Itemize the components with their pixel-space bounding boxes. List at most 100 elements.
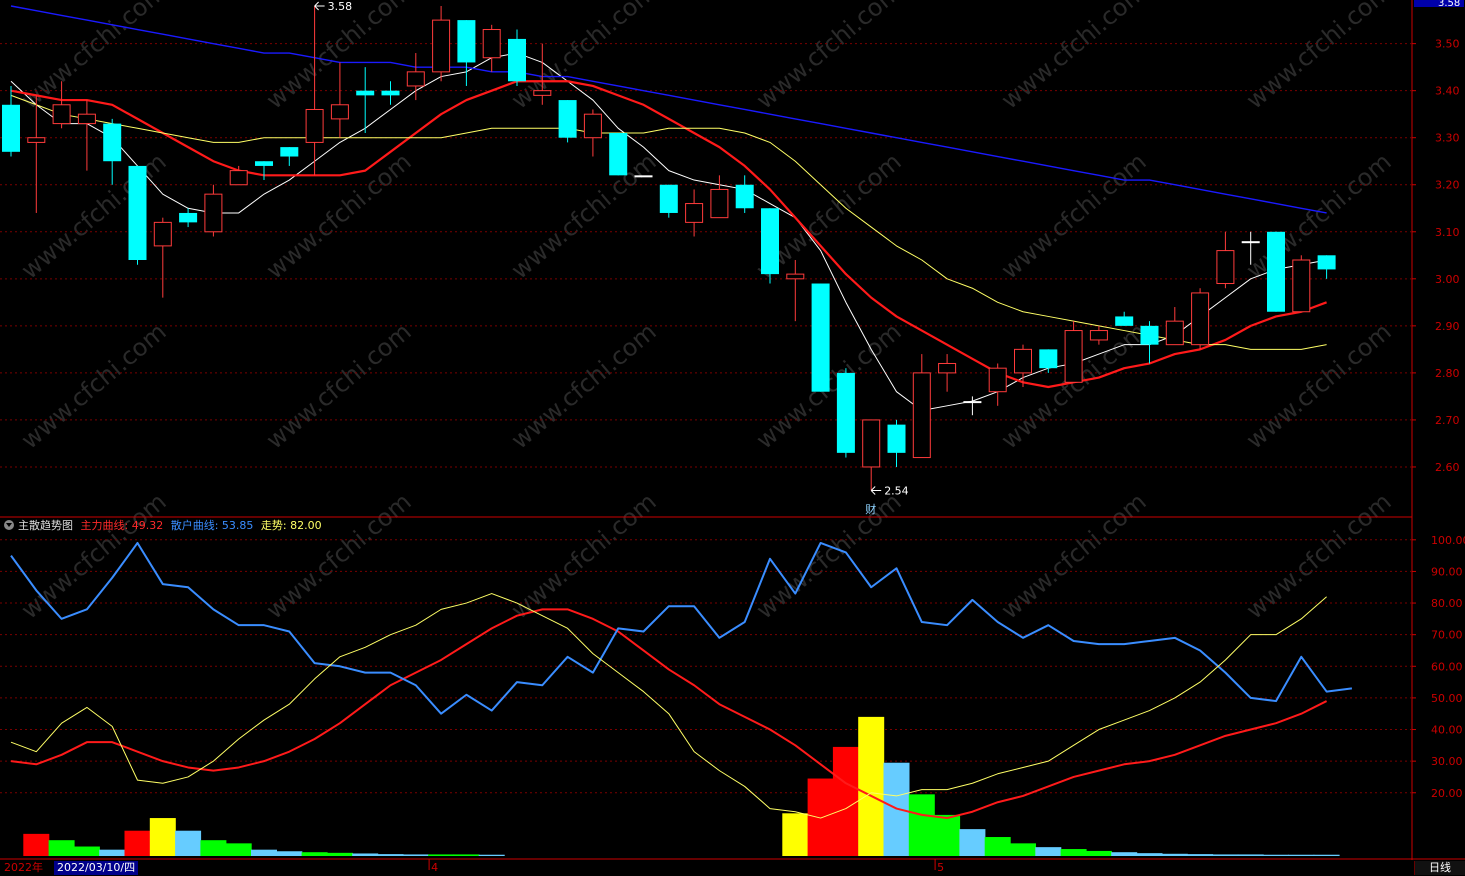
candle-body (862, 419, 881, 468)
candle-body (1216, 250, 1235, 285)
candle-body (811, 283, 830, 392)
candle-body (381, 90, 400, 96)
indicator-bar (402, 854, 429, 856)
main-line-legend: 主力曲线: 49.32 (80, 519, 164, 532)
ma5-line (10, 52, 1327, 412)
indicator-tick-label: 90.00 (1431, 565, 1463, 578)
candle-body (128, 165, 147, 260)
candle-body (761, 208, 779, 275)
indicator-bar (1237, 854, 1264, 856)
candle-body (786, 273, 805, 280)
indicator-bar (934, 814, 961, 856)
indicator-bar (782, 813, 809, 856)
candle-body (330, 104, 349, 120)
indicator-bar (251, 849, 277, 856)
candle-body (103, 123, 122, 162)
low-arrow (870, 486, 882, 495)
candle-body (912, 372, 931, 459)
price-tick-label: 2.60 (1435, 461, 1460, 474)
watermark-text: www.cfchi.com (1241, 0, 1397, 115)
candle-body (153, 221, 172, 247)
year-label: 2022年 (4, 861, 43, 874)
ma60-line (10, 5, 1327, 214)
price-tick-label: 2.90 (1435, 320, 1460, 333)
price-tick-label: 2.80 (1435, 367, 1460, 380)
watermark-text: www.cfchi.com (506, 487, 662, 624)
candle-body (280, 147, 299, 157)
indicator-bar (1136, 853, 1163, 856)
indicator-tick-label: 60.00 (1431, 660, 1463, 673)
low-price-label: 2.54 (884, 484, 909, 497)
candle-body (558, 100, 577, 138)
indicator-bar (377, 854, 404, 856)
indicator-bar (326, 852, 353, 856)
indicator-bar (1187, 854, 1214, 856)
retail-line (10, 541, 1353, 715)
watermark-text: www.cfchi.com (751, 0, 907, 115)
candle-body (836, 372, 855, 453)
price-tick-label: 2.70 (1435, 414, 1460, 427)
indicator-bar (48, 840, 75, 856)
indicator-bar (200, 840, 227, 856)
period-button[interactable]: 日线 (1414, 861, 1465, 875)
indicator-bar (149, 818, 176, 856)
candle-body (457, 20, 476, 63)
indicator-tick-label: 70.00 (1431, 629, 1463, 642)
watermark-text: www.cfchi.com (16, 147, 172, 284)
retail-line-legend: 散户曲线: 53.85 (170, 519, 254, 532)
candle-body (52, 104, 71, 125)
indicator-bar (1010, 843, 1036, 856)
current-price-box (1414, 0, 1464, 7)
candle-body (1267, 231, 1285, 312)
candle-body (609, 133, 628, 176)
indicator-bar (959, 829, 986, 856)
indicator-tick-label: 50.00 (1431, 692, 1463, 705)
candle-body (432, 19, 451, 73)
watermark-text: www.cfchi.com (506, 147, 662, 284)
indicator-bar (1288, 854, 1315, 856)
candle-body (255, 161, 273, 166)
candle-body (406, 71, 425, 87)
candle-body (2, 104, 20, 152)
candle-body (356, 90, 375, 96)
collapse-icon[interactable] (4, 520, 14, 530)
indicator-bar (1212, 854, 1239, 856)
candle-body (1292, 259, 1311, 313)
indicator-bar (1035, 847, 1062, 856)
high-price-label: 3.58 (328, 0, 353, 13)
watermark-text: www.cfchi.com (261, 487, 417, 624)
candle-body (1014, 348, 1032, 374)
candle-body (1140, 325, 1159, 345)
candle-body (1191, 292, 1210, 346)
indicator-bar (1313, 854, 1340, 856)
current-price-label: 3.58 (1438, 0, 1460, 9)
candle-body (533, 90, 552, 96)
watermark-text: www.cfchi.com (996, 0, 1152, 115)
candle-body (583, 113, 602, 139)
indicator-header: 主散趋势图 主力曲线: 49.32 散户曲线: 53.85 走势: 82.00 (4, 518, 326, 534)
cursor-date: 2022/03/10/四 (54, 861, 139, 875)
indicator-bar (1085, 850, 1112, 856)
price-tick-label: 3.30 (1435, 132, 1460, 145)
candle-body (735, 184, 754, 209)
indicator-bar (832, 746, 859, 856)
month-label: 4 (431, 861, 438, 874)
month-label: 5 (937, 861, 944, 874)
indicator-bar (276, 851, 303, 856)
time-axis-bar: 2022年 (0, 860, 1465, 876)
candle-body (938, 362, 957, 374)
price-tick-label: 3.40 (1435, 85, 1460, 98)
price-tick-label: 3.10 (1435, 226, 1460, 239)
ma10-line (10, 80, 1327, 389)
candle-body (1241, 241, 1260, 244)
watermark-text: www.cfchi.com (996, 487, 1152, 624)
indicator-bar (478, 854, 505, 856)
candle-body (634, 175, 653, 178)
indicator-bar (428, 854, 455, 856)
watermark-text: www.cfchi.com (261, 0, 417, 115)
main-line (10, 608, 1328, 820)
finance-event-marker: 财 (865, 502, 876, 516)
candle-body (305, 108, 324, 143)
candle-body (1317, 255, 1336, 270)
